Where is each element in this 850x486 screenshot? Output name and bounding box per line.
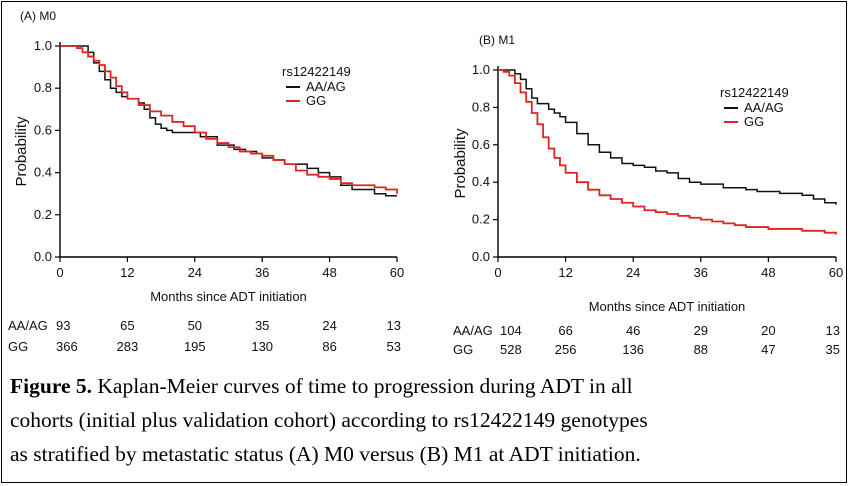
x-axis-title: Months since ADT initiation bbox=[589, 299, 746, 314]
x-tick-label: 48 bbox=[761, 265, 775, 280]
x-tick-label: 60 bbox=[829, 265, 843, 280]
kaplan-meier-figure: (A) M0 0.0 0.2 0.4 0.6 0.8 1.0 0 12 24 36 48 60 Proba… bbox=[8, 9, 843, 357]
risk-count: 366 bbox=[56, 339, 78, 354]
risk-count: 136 bbox=[622, 342, 644, 357]
km-curve-gg bbox=[60, 45, 398, 194]
risk-count: 66 bbox=[558, 323, 572, 338]
y-tick-label: 0.6 bbox=[34, 122, 52, 137]
y-tick-label: 0.6 bbox=[472, 137, 490, 152]
risk-row-label: GG bbox=[8, 339, 28, 354]
risk-count: 283 bbox=[117, 339, 139, 354]
risk-row-label: AA/AG bbox=[8, 318, 48, 333]
caption-line-1: Figure 5. Kaplan-Meier curves of time to… bbox=[10, 369, 838, 403]
x-tick-label: 0 bbox=[494, 265, 501, 280]
risk-count: 13 bbox=[387, 318, 401, 333]
x-tick-label: 12 bbox=[120, 265, 134, 280]
legend-entry: AA/AG bbox=[306, 79, 346, 94]
figure-caption: Figure 5. Kaplan-Meier curves of time to… bbox=[10, 369, 838, 471]
y-tick-label: 0.0 bbox=[472, 249, 490, 264]
risk-row-label: GG bbox=[453, 342, 473, 357]
y-tick-label: 0.4 bbox=[34, 165, 52, 180]
risk-count: 88 bbox=[694, 342, 708, 357]
x-axis-title: Months since ADT initiation bbox=[150, 289, 307, 304]
x-tick-label: 36 bbox=[694, 265, 708, 280]
panel-title: (A) M0 bbox=[20, 9, 56, 23]
risk-count: 46 bbox=[626, 323, 640, 338]
legend-entry: GG bbox=[744, 114, 764, 129]
risk-count: 130 bbox=[251, 339, 273, 354]
y-tick-label: 0.2 bbox=[34, 207, 52, 222]
caption-text-1: Kaplan-Meier curves of time to progressi… bbox=[92, 374, 633, 398]
x-tick-label: 24 bbox=[188, 265, 202, 280]
km-curve-gg bbox=[498, 69, 837, 235]
x-tick-label: 48 bbox=[322, 265, 336, 280]
x-tick-label: 12 bbox=[558, 265, 572, 280]
panel-title: (B) M1 bbox=[479, 33, 515, 47]
risk-count: 104 bbox=[500, 323, 522, 338]
legend-title: rs12422149 bbox=[282, 64, 351, 79]
risk-count: 29 bbox=[694, 323, 708, 338]
y-tick-label: 0.2 bbox=[472, 212, 490, 227]
caption-line-3: as stratified by metastatic status (A) M… bbox=[10, 442, 641, 466]
legend-entry: GG bbox=[306, 93, 326, 108]
y-axis-title: Probability bbox=[452, 128, 469, 199]
risk-row-label: AA/AG bbox=[453, 323, 493, 338]
risk-count: 53 bbox=[387, 339, 401, 354]
risk-count: 24 bbox=[322, 318, 336, 333]
x-tick-label: 24 bbox=[626, 265, 640, 280]
y-tick-label: 0.8 bbox=[472, 99, 490, 114]
caption-line-2: cohorts (initial plus validation cohort)… bbox=[10, 408, 648, 432]
caption-label: Figure 5. bbox=[10, 374, 93, 398]
km-curve-aa-ag bbox=[498, 69, 837, 205]
risk-count: 256 bbox=[555, 342, 577, 357]
legend-title: rs12422149 bbox=[720, 85, 789, 100]
risk-count: 65 bbox=[120, 318, 134, 333]
panel-a-m0: (A) M0 0.0 0.2 0.4 0.6 0.8 1.0 0 12 24 36 48 60 Proba… bbox=[8, 9, 404, 354]
y-tick-label: 1.0 bbox=[472, 62, 490, 77]
legend-entry: AA/AG bbox=[744, 100, 784, 115]
risk-count: 35 bbox=[255, 318, 269, 333]
risk-count: 47 bbox=[761, 342, 775, 357]
risk-count: 86 bbox=[322, 339, 336, 354]
risk-count: 50 bbox=[188, 318, 202, 333]
y-tick-label: 1.0 bbox=[34, 38, 52, 53]
x-tick-label: 0 bbox=[56, 265, 63, 280]
risk-count: 528 bbox=[500, 342, 522, 357]
panel-b-m1: (B) M1 0.0 0.2 0.4 0.6 0.8 1.0 0 12 24 36 48 60 Proba… bbox=[452, 33, 843, 357]
x-tick-label: 60 bbox=[390, 265, 404, 280]
y-axis-title: Probability bbox=[13, 116, 30, 187]
risk-count: 20 bbox=[761, 323, 775, 338]
risk-count: 195 bbox=[184, 339, 206, 354]
risk-count: 93 bbox=[56, 318, 70, 333]
risk-count: 35 bbox=[826, 342, 840, 357]
risk-count: 13 bbox=[826, 323, 840, 338]
x-tick-label: 36 bbox=[255, 265, 269, 280]
y-tick-label: 0.0 bbox=[34, 249, 52, 264]
y-tick-label: 0.8 bbox=[34, 80, 52, 95]
y-tick-label: 0.4 bbox=[472, 174, 490, 189]
